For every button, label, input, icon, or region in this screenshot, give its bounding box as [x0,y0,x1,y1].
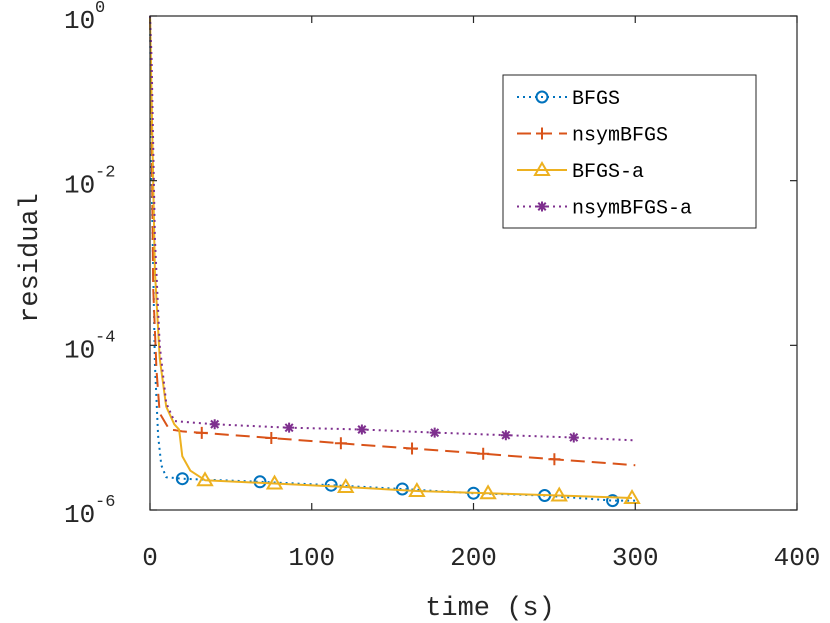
legend: BFGS nsymBFGS BFGS-a nsymBFGS-a [502,74,757,229]
data-point-marker [429,427,440,438]
data-point-marker [196,471,214,487]
series-line [149,15,633,499]
x-tick-label: 0 [142,543,158,573]
y-tick-exponent: -4 [95,328,115,347]
legend-label: BFGS-a [572,161,644,184]
data-point-marker [550,486,568,502]
data-point-marker [479,484,497,500]
x-tick-label: 200 [450,543,497,573]
y-tick-label: 10 -2 [64,164,115,201]
y-tick-exponent: 0 [95,0,105,18]
y-tick-label: 10 0 [64,0,105,36]
legend-label: nsymBFGS-a [572,198,692,221]
data-point-marker [284,422,295,433]
legend-marker [537,201,547,212]
series-line [149,15,636,467]
legend-label: BFGS [572,88,620,111]
y-tick-base: 10 [64,6,95,36]
y-tick-base: 10 [64,500,95,530]
data-point-marker [548,453,561,466]
legend-entry: nsymBFGS-a [517,198,692,221]
data-point-marker [500,430,511,441]
data-point-marker [334,437,347,450]
series-nsymBFGS-a [149,15,636,443]
legend-marker [536,127,548,140]
x-tick-label: 300 [612,543,659,573]
data-point-marker [606,494,620,508]
legend-marker [535,90,549,104]
series-layer [149,15,641,508]
data-point-marker [623,488,641,504]
legend-marker [533,161,551,176]
data-point-marker [477,447,490,460]
x-tick-label: 400 [774,543,821,573]
data-point-marker [175,472,189,486]
data-point-marker [195,426,208,439]
y-tick-base: 10 [64,171,95,201]
x-tick-label: 100 [288,543,335,573]
series-nsymBFGS [149,15,636,467]
series-BFGS-a [149,15,641,504]
data-point-marker [336,478,355,494]
y-tick-exponent: -6 [95,493,115,512]
y-tick-exponent: -2 [95,164,115,183]
y-tick-label: 10 -6 [64,493,115,530]
data-point-marker [209,419,220,430]
y-tick-base: 10 [64,335,95,365]
data-point-marker [568,432,579,443]
data-point-marker [408,482,426,498]
data-point-marker [356,424,367,435]
legend-entry: BFGS [517,88,620,111]
legend-entry: nsymBFGS [517,125,668,148]
y-tick-label: 10 -4 [64,328,115,365]
data-point-marker [406,442,419,455]
legend-entry: BFGS-a [517,161,644,184]
data-point-marker [265,431,278,444]
data-point-marker [265,474,284,490]
x-axis-label: time (s) [425,594,555,623]
y-axis-label: residual [16,193,46,323]
legend-label: nsymBFGS [572,125,668,148]
